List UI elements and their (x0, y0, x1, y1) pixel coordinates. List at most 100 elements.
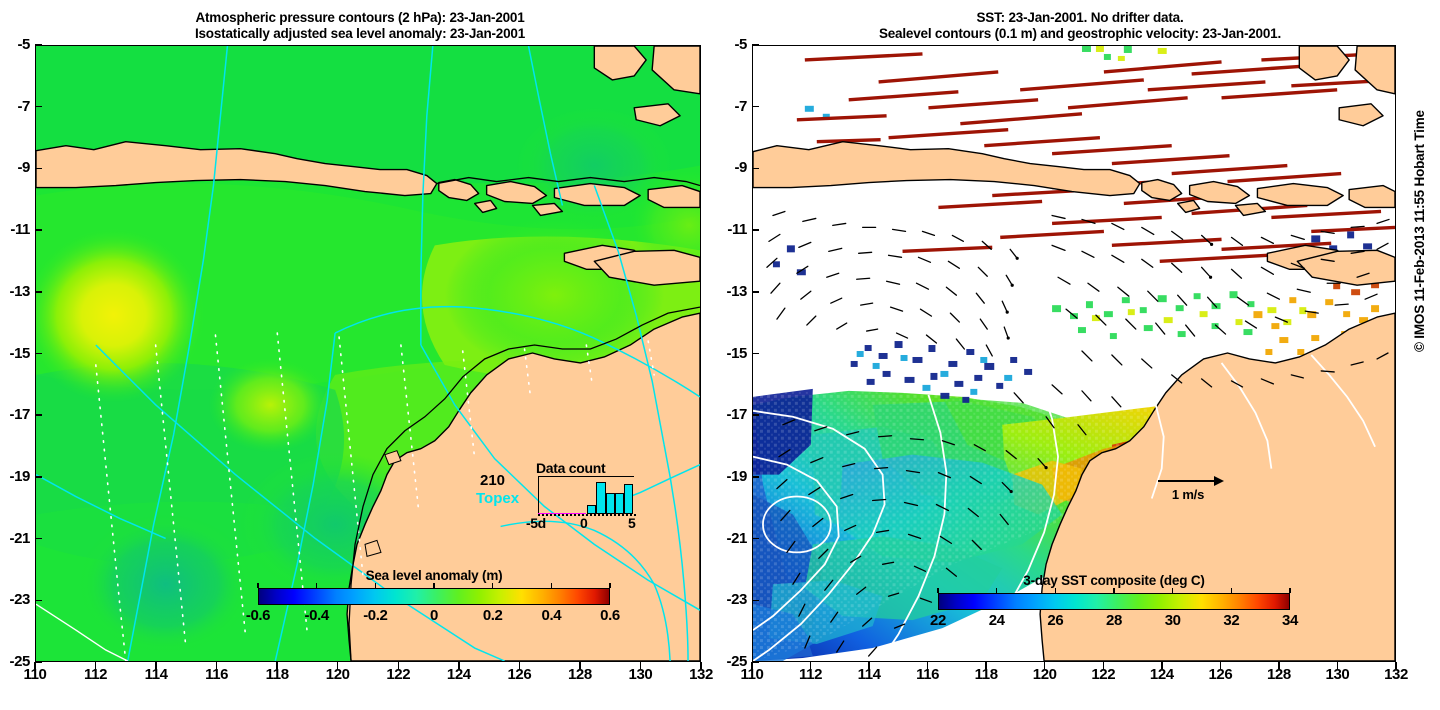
y-axis-tick (35, 105, 42, 108)
histogram-baseline (538, 514, 636, 516)
y-axis-tick (35, 599, 42, 602)
colorbar-tick-label: 28 (1106, 612, 1122, 629)
y-axis-tick (35, 44, 42, 46)
y-axis-tick-label: -23 (726, 591, 748, 609)
right-y-axis-ticks (752, 44, 759, 663)
sst-colorbar: 3-day SST composite (deg C) 22 24 26 28 30 32… (930, 573, 1298, 629)
x-axis-tick-label: 110 (740, 666, 764, 683)
x-axis-tick-label: 120 (1032, 666, 1057, 683)
x-axis-tick-label: 118 (265, 666, 289, 683)
y-axis-tick-label: -25 (9, 653, 31, 670)
x-axis-tick (868, 662, 870, 669)
y-axis-tick (752, 291, 759, 293)
y-axis-tick (35, 352, 42, 355)
y-axis-tick (35, 476, 42, 478)
colorbar-tick (609, 583, 611, 588)
colorbar-tick-label: -0.6 (245, 607, 271, 624)
y-axis-tick-label: -15 (9, 344, 31, 362)
y-axis-tick-label: -9 (17, 159, 30, 177)
colorbar-tick-label: 26 (1047, 612, 1064, 629)
right-y-axis-labels: -5 -7 -9 -11 -13 -15 -17 -19 -21 -23 -25 (715, 36, 748, 670)
y-axis-tick-label: -17 (726, 406, 748, 424)
left-x-axis-labels: 110 112 114 116 118 120 122 124 126 128 130 132 (24, 666, 714, 688)
x-axis-tick-label: 132 (689, 666, 713, 683)
x-axis-tick-label: 128 (1266, 666, 1291, 683)
copyright-text: © IMOS 11-Feb-2013 11:55 Hobart Time (1412, 110, 1427, 352)
histogram-bar (615, 493, 624, 514)
x-axis-tick-label: 110 (23, 666, 47, 683)
velocity-scale: 1 m/s (1156, 472, 1226, 508)
velocity-scale-label: 1 m/s (1171, 487, 1205, 502)
x-axis-tick (336, 662, 339, 669)
right-x-axis-ticks (751, 662, 1397, 669)
x-axis-tick-label: 130 (1325, 666, 1350, 683)
y-axis-tick (752, 661, 759, 663)
colorbar-tick (1113, 588, 1115, 593)
colorbar-tick-label: 0.4 (541, 607, 562, 624)
sst-colorbar-numbers: 22 24 26 28 30 32 34 (930, 612, 1298, 632)
colorbar-tick (1054, 588, 1057, 593)
colorbar-tick (257, 583, 259, 588)
x-axis-tick (397, 662, 400, 669)
y-axis-tick-label: -11 (727, 221, 747, 239)
panel-sea-level-anomaly: Atmospheric pressure contours (2 hPa): 2… (0, 10, 720, 662)
histogram-bar (606, 493, 615, 514)
y-axis-tick-label: -25 (726, 653, 748, 670)
colorbar-tick (374, 583, 377, 588)
x-axis-tick-label: 114 (857, 666, 881, 683)
y-axis-tick (752, 167, 759, 170)
sea-level-colorbar-gradient (258, 588, 610, 605)
colorbar-tick-label: 22 (930, 612, 946, 629)
y-axis-tick-label: -5 (17, 36, 30, 53)
colorbar-tick-label: 34 (1282, 612, 1298, 629)
sea-level-colorbar-numbers: -0.6 -0.4 -0.2 0 0.2 0.4 0.6 (246, 607, 620, 627)
x-axis-tick-label: 116 (916, 666, 940, 683)
x-axis-tick (985, 662, 987, 669)
y-axis-tick-label: -19 (726, 467, 748, 485)
x-axis-tick (700, 662, 702, 669)
sea-level-colorbar-label: Sea level anomaly (m) (365, 568, 503, 583)
x-axis-tick (518, 662, 521, 669)
sea-level-colorbar: Sea level anomaly (m) -0.6 -0.4 -0.2 0 0.2 0.… (246, 568, 620, 624)
colorbar-tick-label: 0 (430, 607, 438, 624)
x-axis-tick-label: 126 (507, 666, 532, 683)
colorbar-tick (1171, 588, 1174, 593)
colorbar-tick (315, 583, 318, 588)
y-axis-tick-label: -9 (734, 159, 747, 177)
histogram-bar (624, 484, 633, 514)
left-panel-title: Atmospheric pressure contours (2 hPa): 2… (0, 10, 720, 42)
colorbar-tick-label: 24 (988, 612, 1005, 629)
colorbar-tick-label: -0.2 (363, 607, 388, 624)
colorbar-tick-label: 0.2 (482, 607, 503, 624)
y-axis-tick (752, 352, 759, 355)
y-axis-tick (35, 661, 42, 663)
x-axis-tick-label: 118 (974, 666, 998, 683)
y-axis-tick (752, 105, 759, 108)
sst-colorbar-label: 3-day SST composite (deg C) (1023, 573, 1205, 588)
colorbar-tick (433, 583, 435, 588)
histogram-x-right: 5 (628, 515, 636, 531)
x-axis-tick (94, 662, 97, 669)
x-axis-tick (34, 662, 36, 669)
x-axis-tick (926, 662, 929, 669)
x-axis-tick (1102, 662, 1105, 669)
right-title-line1: SST: 23-Jan-2001. No drifter data. (976, 10, 1184, 25)
sst-composite-map (753, 46, 1395, 661)
colorbar-tick (995, 588, 998, 593)
left-title-line1: Atmospheric pressure contours (2 hPa): 2… (195, 10, 525, 25)
x-axis-tick (1395, 662, 1397, 669)
x-axis-tick (1161, 662, 1163, 669)
x-axis-tick-label: 128 (567, 666, 592, 683)
y-axis-tick (752, 229, 759, 231)
y-axis-tick (35, 291, 42, 293)
x-axis-tick (458, 662, 460, 669)
y-axis-tick-label: -19 (9, 467, 31, 485)
colorbar-tick (491, 583, 494, 588)
y-axis-tick-label: -7 (734, 97, 747, 115)
y-axis-tick (35, 229, 42, 231)
y-axis-tick (35, 167, 42, 170)
histogram-x-left: -5d (526, 515, 546, 531)
x-axis-tick-label: 116 (205, 666, 229, 683)
sst-colorbar-gradient (938, 593, 1290, 610)
x-axis-tick-label: 132 (1384, 666, 1408, 683)
